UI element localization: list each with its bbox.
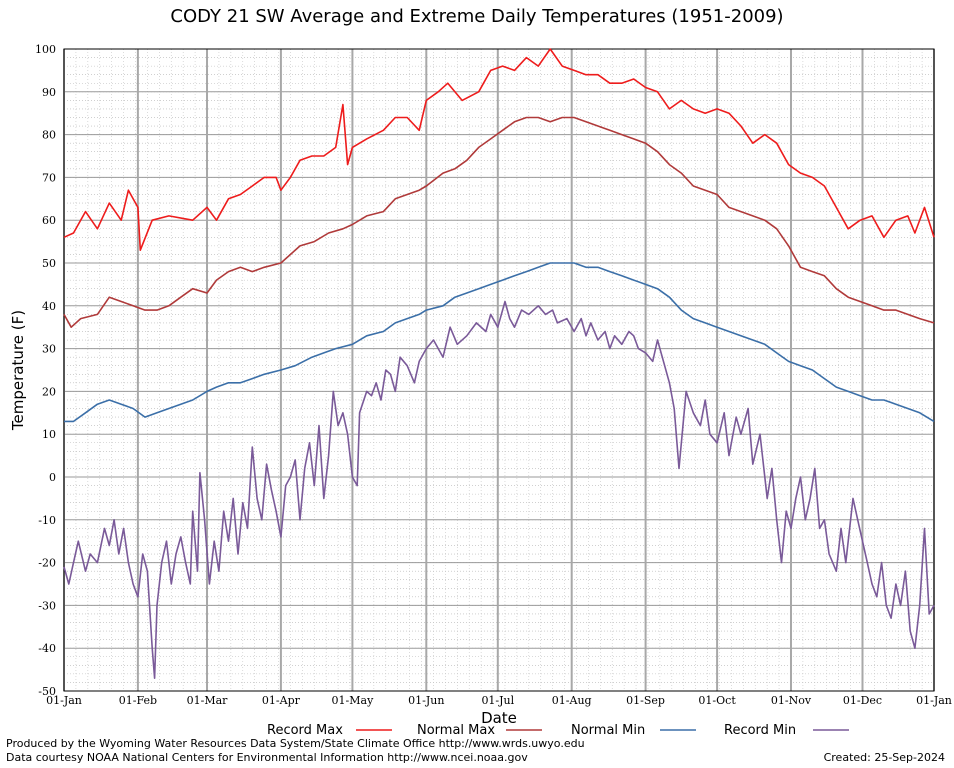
y-tick-label: 10: [42, 428, 56, 441]
footer-producer: Produced by the Wyoming Water Resources …: [6, 737, 585, 750]
y-tick-label: 60: [42, 214, 56, 227]
legend-label-normal-max: Normal Max: [417, 723, 495, 738]
x-tick-label: 01-Aug: [552, 694, 592, 707]
legend: Record Max Normal Max Normal Min Record Min: [267, 723, 849, 738]
axes: [63, 48, 935, 692]
y-tick-label: 80: [42, 129, 56, 142]
y-tick-label: 30: [42, 343, 56, 356]
footer-created: Created: 25-Sep-2024: [823, 751, 945, 764]
series-line-normal-max: [63, 116, 935, 329]
series-lines: [63, 48, 935, 680]
tick-labels: 1009080706050403020100-10-20-30-40-5001-…: [9, 43, 952, 727]
y-tick-label: -20: [38, 557, 56, 570]
y-tick-label: 50: [42, 257, 56, 270]
y-tick-label: 0: [49, 471, 56, 484]
x-tick-label: 01-Feb: [119, 694, 157, 707]
footer-data-source: Data courtesy NOAA National Centers for …: [6, 751, 528, 764]
legend-label-record-min: Record Min: [724, 723, 796, 738]
y-axis-label: Temperature (F): [9, 310, 27, 431]
x-tick-label: 01-May: [332, 694, 375, 707]
y-tick-label: 100: [35, 43, 56, 56]
x-tick-label: 01-Apr: [262, 694, 301, 707]
x-tick-label: 01-Jan: [46, 694, 82, 707]
x-tick-label: 01-Sep: [626, 694, 665, 707]
legend-label-normal-min: Normal Min: [571, 723, 645, 738]
grid: [63, 48, 935, 692]
series-line-normal-min: [64, 262, 935, 423]
y-tick-label: 40: [42, 300, 56, 313]
y-tick-label: -40: [38, 642, 56, 655]
series-line-record-max: [63, 48, 935, 251]
y-tick-label: 90: [42, 86, 56, 99]
series-line-record-min: [63, 300, 935, 680]
y-tick-label: 20: [42, 385, 56, 398]
plot-frame: [63, 48, 935, 692]
chart-title: CODY 21 SW Average and Extreme Daily Tem…: [170, 6, 784, 27]
x-tick-label: 01-Oct: [698, 694, 736, 707]
legend-label-record-max: Record Max: [267, 723, 343, 738]
y-tick-label: -50: [38, 685, 56, 698]
x-tick-label: 01-Jan: [916, 694, 952, 707]
x-axis-label: Date: [481, 709, 517, 727]
x-tick-label: 01-Mar: [187, 694, 229, 707]
y-tick-label: -10: [38, 514, 56, 527]
y-tick-label: -30: [38, 599, 56, 612]
x-tick-label: 01-Nov: [771, 694, 812, 707]
x-tick-label: 01-Jun: [408, 694, 444, 707]
x-tick-label: 01-Jul: [481, 694, 514, 707]
y-tick-label: 70: [42, 171, 56, 184]
x-tick-label: 01-Dec: [843, 694, 882, 707]
